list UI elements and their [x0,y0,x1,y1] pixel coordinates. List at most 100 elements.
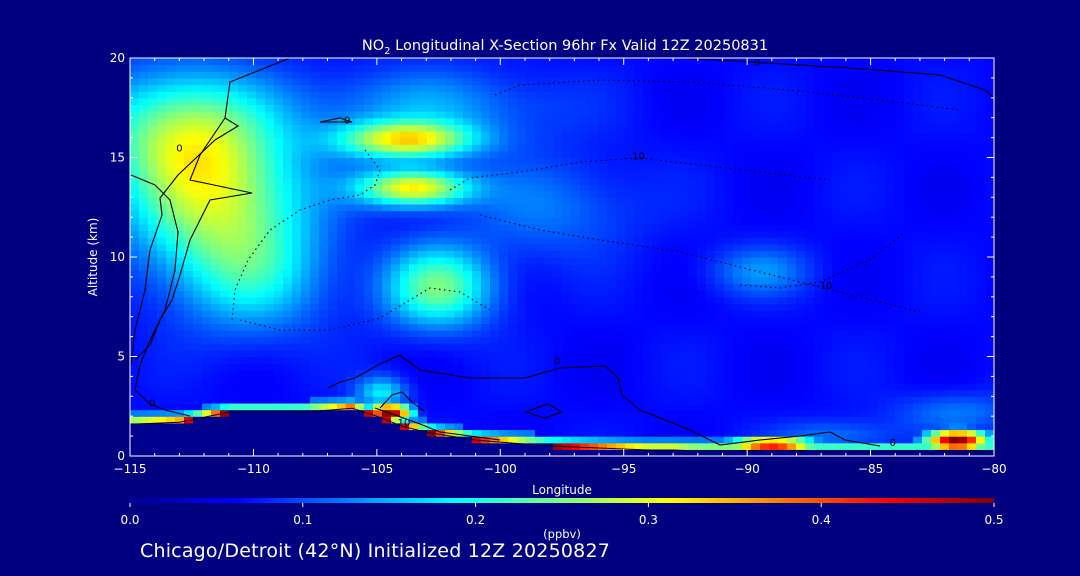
heatmap-cell [922,237,932,245]
heatmap-cell [850,303,860,311]
heatmap-cell [373,363,383,371]
heatmap-cell [418,203,428,212]
heatmap-cell [985,117,994,125]
heatmap-cell [220,363,230,371]
heatmap-cell [625,429,635,437]
heatmap-cell [832,137,842,145]
heatmap-cell [751,290,761,298]
heatmap-cell [823,303,833,311]
heatmap-cell [184,283,194,291]
heatmap-cell [346,316,356,324]
heatmap-cell [454,376,464,384]
heatmap-cell [238,237,248,245]
heatmap-cell [742,184,752,192]
heatmap-cell [931,296,941,305]
heatmap-cell [256,329,266,338]
heatmap-cell [706,303,716,311]
heatmap-cell [976,323,986,331]
heatmap-cell [355,111,365,119]
heatmap-cell [598,290,608,298]
heatmap-cell [571,270,581,278]
heatmap-cell [967,396,977,404]
heatmap-cell [562,296,572,305]
heatmap-cell [436,422,446,431]
heatmap-cell [139,237,149,245]
heatmap-cell [814,157,824,165]
heatmap-cell [850,263,860,271]
heatmap-cell [553,363,563,371]
heatmap-cell [661,329,671,338]
heatmap-cell [661,223,671,232]
heatmap-cell [337,303,347,311]
heatmap-cell [157,323,167,331]
heatmap-cell [319,283,329,291]
heatmap-cell [409,310,419,318]
heatmap-cell [931,429,941,437]
heatmap-cell [490,217,500,225]
heatmap-cell [328,117,338,125]
heatmap-cell [778,117,788,125]
heatmap-cell [346,442,356,450]
heatmap-cell [760,257,770,265]
heatmap-cell [319,124,329,132]
heatmap-cell [769,383,779,391]
heatmap-cell [985,276,994,285]
heatmap-cell [796,250,806,258]
heatmap-cell [760,383,770,391]
heatmap-cell [526,223,536,232]
heatmap-cell [553,396,563,404]
heatmap-cell [238,137,248,145]
heatmap-cell [562,389,572,397]
heatmap-cell [724,396,734,404]
heatmap-cell [589,137,599,145]
heatmap-cell [643,117,653,125]
heatmap-cell [337,144,347,152]
heatmap-cell [283,270,293,278]
heatmap-cell [157,363,167,371]
heatmap-cell [949,296,959,305]
heatmap-cell [796,144,806,152]
heatmap-cell [679,442,689,450]
heatmap-cell [796,130,806,139]
heatmap-cell [301,303,311,311]
heatmap-cell [202,290,212,298]
heatmap-cell [202,316,212,324]
heatmap-cell [130,323,140,331]
heatmap-cell [868,170,878,178]
heatmap-cell [976,263,986,271]
heatmap-cell [553,263,563,271]
heatmap-cell [508,409,518,417]
heatmap-cell [895,257,905,265]
heatmap-cell [670,316,680,324]
heatmap-cell [310,117,320,125]
heatmap-cell [958,177,968,185]
heatmap-cell [139,270,149,278]
heatmap-cell [562,124,572,132]
heatmap-cell [715,436,725,444]
heatmap-cell [436,124,446,132]
heatmap-cell [499,356,509,364]
heatmap-cell [499,290,509,298]
heatmap-cell [256,396,266,404]
heatmap-cell [418,243,428,251]
heatmap-cell [292,336,302,344]
heatmap-cell [931,177,941,185]
heatmap-cell [436,389,446,397]
heatmap-cell [418,442,428,450]
heatmap-cell [616,203,626,212]
heatmap-cell [670,343,680,351]
heatmap-cell [607,442,617,450]
heatmap-cell [724,243,734,251]
heatmap-cell [445,164,455,172]
heatmap-cell [148,296,158,305]
heatmap-cell [742,310,752,318]
heatmap-cell [148,442,158,450]
heatmap-cell [319,429,329,437]
heatmap-cell [922,436,932,444]
heatmap-cell [598,144,608,152]
heatmap-cell [256,449,266,456]
heatmap-cell [328,217,338,225]
heatmap-cell [319,323,329,331]
heatmap-cell [886,310,896,318]
heatmap-cell [301,257,311,265]
